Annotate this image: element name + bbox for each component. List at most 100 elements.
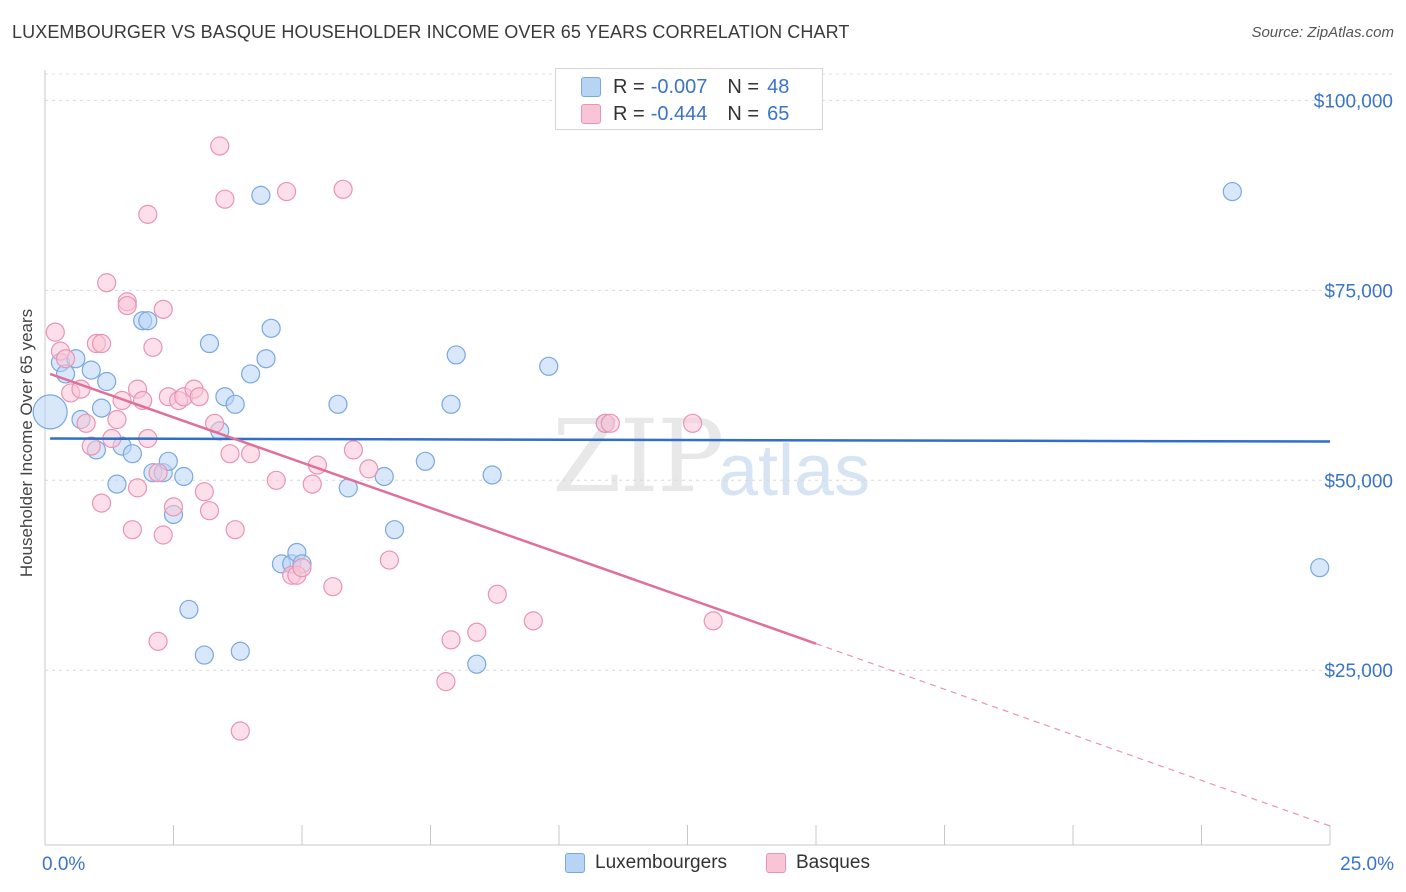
y-tick-label: $50,000 — [1324, 471, 1393, 492]
luxembourgers-point — [32, 394, 68, 430]
basques-point — [189, 387, 209, 407]
basques-point — [127, 478, 148, 498]
basques-point — [55, 349, 76, 369]
luxembourgers-point — [328, 394, 348, 414]
basques-point — [292, 558, 312, 578]
basques-point — [122, 520, 142, 540]
basques-point — [266, 470, 286, 490]
luxembourgers-point — [251, 185, 271, 205]
luxembourgers-point — [384, 520, 405, 540]
luxembourgers-point — [225, 394, 245, 414]
basques-point — [230, 721, 250, 741]
luxembourgers-point — [1222, 181, 1242, 202]
basques-point — [153, 525, 173, 545]
n-value: 48 — [767, 75, 790, 98]
axes — [44, 70, 1331, 846]
basques-point — [163, 497, 184, 517]
luxembourgers-point — [91, 398, 112, 418]
luxembourgers-point — [256, 349, 276, 369]
basques-point — [81, 436, 101, 456]
basques-point — [359, 459, 379, 479]
y-tick-label: $75,000 — [1324, 281, 1393, 302]
luxembourgers-point — [179, 599, 199, 620]
luxembourgers-point — [122, 444, 142, 464]
basques-point — [143, 337, 163, 357]
chart-title: LUXEMBOURGER VS BASQUE HOUSEHOLDER INCOM… — [12, 22, 850, 42]
basques-point — [199, 501, 220, 521]
luxembourgers-point — [482, 465, 502, 485]
basques-point — [467, 622, 487, 642]
basques-point — [107, 409, 127, 430]
basques-point — [323, 577, 343, 597]
luxembourgers-point — [107, 474, 127, 494]
trend-lines — [49, 372, 1331, 827]
luxembourgers-point — [230, 641, 250, 661]
y-tick-label: $100,000 — [1314, 91, 1393, 112]
basques-point — [302, 474, 322, 494]
basques-trend-extension — [815, 643, 1331, 827]
x-tick-label: 25.0% — [1340, 854, 1394, 875]
basques-point — [343, 440, 363, 460]
basques-point — [276, 181, 297, 202]
basques-point — [97, 273, 117, 293]
basques-point — [333, 179, 353, 199]
luxembourgers-point — [97, 371, 117, 392]
basques-point — [436, 672, 456, 692]
n-label: N = — [727, 75, 760, 98]
basques-point — [45, 322, 65, 342]
basques-point — [148, 463, 168, 483]
basques-point — [91, 333, 112, 354]
stats-row-luxembourgers: R = -0.007 N = 48 — [556, 73, 789, 101]
basques-point — [523, 611, 543, 631]
luxembourgers-point — [539, 356, 559, 376]
luxembourgers-point — [467, 654, 487, 674]
stats-row-basques: R = -0.444 N = 65 — [556, 100, 789, 128]
basques-point — [487, 584, 507, 604]
luxembourgers-point — [138, 311, 158, 331]
series-legend: Luxembourgers Basques — [0, 852, 1406, 878]
luxembourgers-point — [199, 333, 220, 354]
basques-point — [210, 136, 230, 156]
basques-point — [138, 204, 158, 224]
luxembourgers-trend-line — [50, 437, 1331, 443]
r-value: -0.007 — [650, 75, 708, 98]
luxembourgers-point — [446, 345, 466, 365]
luxembourgers-point — [415, 451, 435, 471]
n-value: 65 — [767, 102, 790, 125]
basques-point — [441, 630, 461, 650]
legend-label: Luxembourgers — [595, 852, 728, 873]
n-label: N = — [727, 102, 760, 125]
luxembourgers-point — [241, 364, 261, 384]
luxembourgers-point — [441, 394, 461, 414]
luxembourgers-point — [261, 318, 281, 338]
luxembourgers-point — [174, 466, 194, 487]
basques-point — [148, 631, 168, 651]
luxembourgers-point — [81, 360, 101, 380]
legend-item-luxembourgers[interactable]: Luxembourgers — [565, 852, 727, 874]
basques-point — [91, 493, 112, 513]
basques-point — [220, 444, 240, 464]
basques-point — [600, 413, 621, 433]
r-label: R = — [613, 102, 645, 125]
basques-point — [194, 482, 214, 502]
tick-labels: $25,000 $50,000 $75,000 $100,000 0.0% 25.0% — [42, 91, 1394, 875]
basques-trend-line — [49, 372, 817, 645]
luxembourgers-swatch — [581, 77, 601, 97]
basques-point — [76, 413, 96, 433]
legend-item-basques[interactable]: Basques — [766, 852, 870, 874]
y-tick-label: $25,000 — [1324, 661, 1393, 682]
basques-point — [683, 413, 703, 433]
watermark-atlas: atlas — [718, 431, 871, 511]
luxembourgers-point — [1310, 558, 1330, 578]
basques-point — [153, 299, 173, 319]
basques-point — [379, 550, 399, 570]
basques-point — [117, 295, 137, 316]
legend-label: Basques — [796, 852, 870, 873]
basques-point — [215, 189, 235, 209]
data-points — [32, 136, 1330, 741]
basques-point — [225, 520, 245, 540]
r-value: -0.444 — [650, 102, 708, 125]
basques-swatch — [766, 853, 786, 873]
basques-point — [703, 611, 723, 631]
